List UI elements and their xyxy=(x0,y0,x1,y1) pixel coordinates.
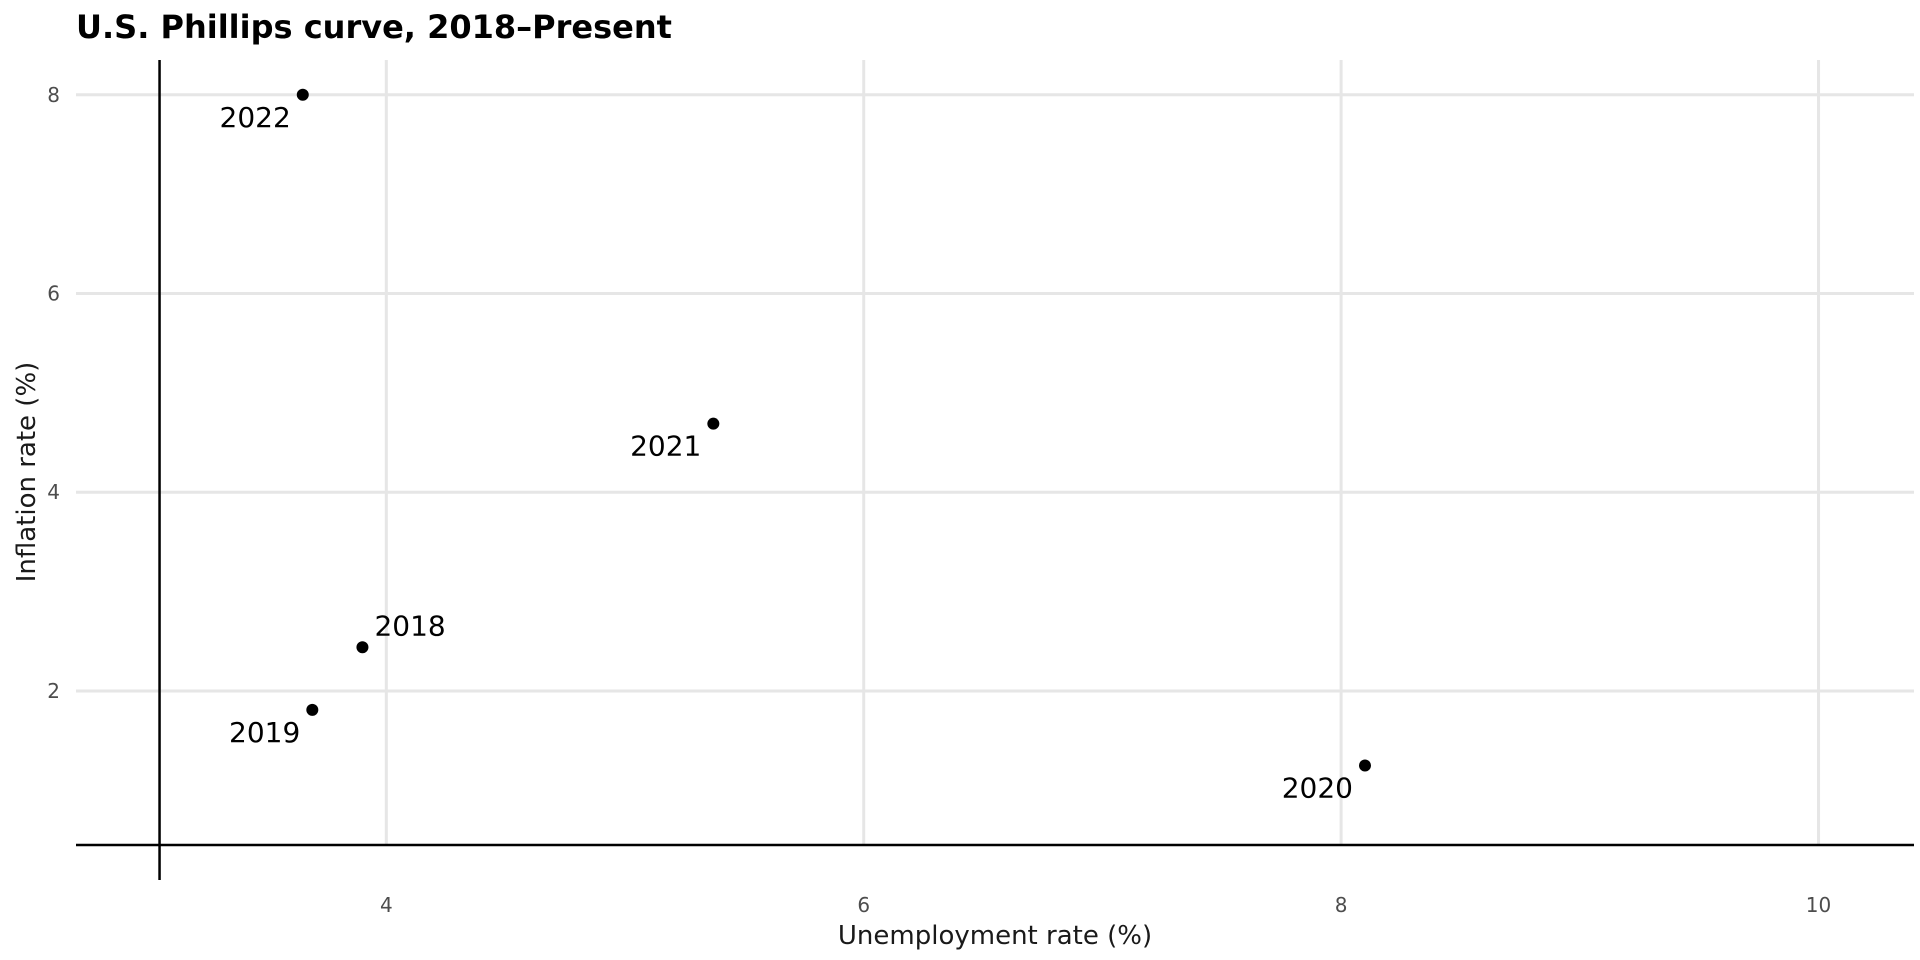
y-tick-label-8: 8 xyxy=(47,83,60,107)
x-tick-label-4: 4 xyxy=(380,893,393,917)
point-labels: 2018 2019 2020 2021 2022 xyxy=(220,101,1353,805)
reference-lines xyxy=(76,60,1914,880)
x-axis-label: Unemployment rate (%) xyxy=(838,921,1152,951)
y-tick-label-2: 2 xyxy=(47,679,60,703)
data-points xyxy=(296,88,1371,772)
point-label-2022: 2022 xyxy=(220,101,291,134)
data-point-2022 xyxy=(296,88,309,101)
data-point-2019 xyxy=(306,703,319,716)
y-tick-label-4: 4 xyxy=(47,480,60,504)
point-label-2019: 2019 xyxy=(229,716,300,749)
x-tick-label-6: 6 xyxy=(857,893,870,917)
point-label-2021: 2021 xyxy=(630,430,701,463)
tick-labels: 4 6 8 10 2 4 6 8 xyxy=(47,83,1831,917)
point-label-2018: 2018 xyxy=(374,609,445,642)
data-point-2018 xyxy=(356,641,369,654)
chart-title: U.S. Phillips curve, 2018–Present xyxy=(76,8,672,46)
x-tick-label-8: 8 xyxy=(1335,893,1348,917)
y-tick-label-6: 6 xyxy=(47,282,60,306)
point-label-2020: 2020 xyxy=(1282,772,1353,805)
x-tick-label-10: 10 xyxy=(1806,893,1831,917)
grid xyxy=(76,60,1914,845)
data-point-2020 xyxy=(1358,759,1371,772)
y-axis-label: Inflation rate (%) xyxy=(12,362,42,583)
data-point-2021 xyxy=(707,417,720,430)
